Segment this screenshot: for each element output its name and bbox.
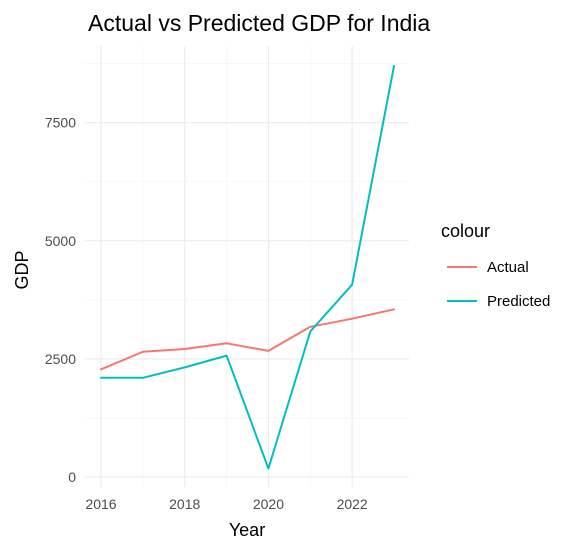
x-tick-label: 2016 <box>85 496 116 512</box>
legend-title: colour <box>441 221 490 241</box>
x-tick-label: 2020 <box>253 496 284 512</box>
plot-area <box>84 46 409 487</box>
y-axis-title: GDP <box>12 250 32 289</box>
series-line-actual <box>100 308 395 371</box>
y-tick-label: 7500 <box>45 115 76 131</box>
x-tick-label: 2022 <box>337 496 368 512</box>
series-line-predicted <box>100 65 395 470</box>
legend-label-predicted: Predicted <box>487 293 550 310</box>
x-axis-ticks: 2016 2018 2020 2022 <box>85 496 368 512</box>
chart-title: Actual vs Predicted GDP for India <box>88 10 430 36</box>
y-tick-label: 2500 <box>45 351 76 367</box>
y-axis-ticks: 0 2500 5000 7500 <box>45 115 76 485</box>
legend-items: Actual Predicted <box>447 259 550 310</box>
legend-label-actual: Actual <box>487 259 529 276</box>
series-lines <box>100 65 395 470</box>
x-tick-label: 2018 <box>169 496 200 512</box>
x-axis-title: Year <box>229 520 265 540</box>
grid <box>84 46 409 487</box>
y-tick-label: 5000 <box>45 233 76 249</box>
legend: colour Actual Predicted <box>441 221 550 310</box>
y-tick-label: 0 <box>68 469 76 485</box>
